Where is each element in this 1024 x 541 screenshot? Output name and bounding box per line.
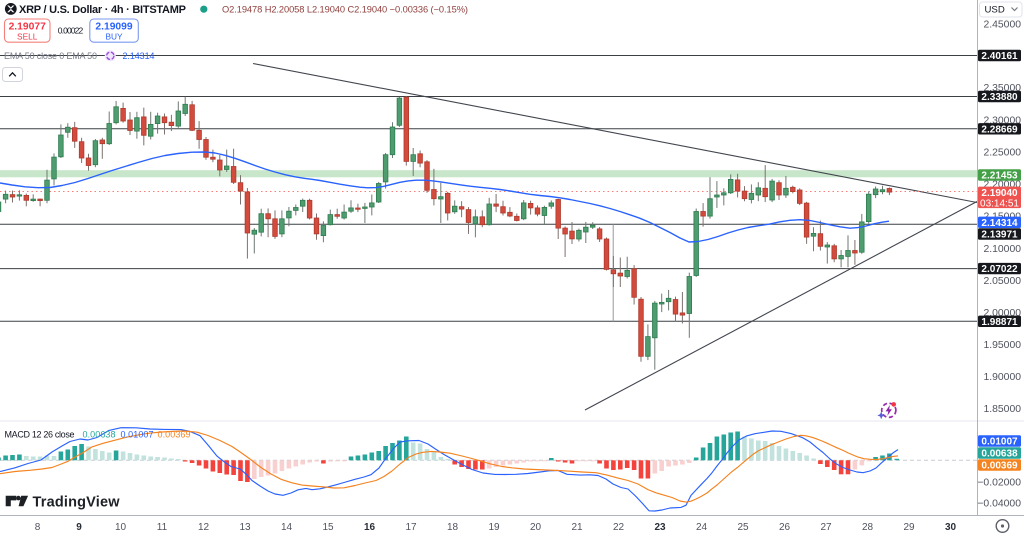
svg-text:11: 11 bbox=[157, 522, 168, 533]
svg-text:0.00638: 0.00638 bbox=[83, 430, 116, 440]
svg-text:2.30000: 2.30000 bbox=[983, 115, 1021, 126]
svg-text:1.95000: 1.95000 bbox=[983, 340, 1021, 351]
svg-text:MACD 12 26 close: MACD 12 26 close bbox=[5, 430, 75, 440]
svg-text:26: 26 bbox=[779, 522, 791, 533]
svg-text:23: 23 bbox=[654, 522, 666, 533]
svg-text:2.35000: 2.35000 bbox=[983, 83, 1021, 94]
svg-text:16: 16 bbox=[364, 522, 376, 533]
svg-text:O2.19478 H2.20058 L2.19040 C2.: O2.19478 H2.20058 L2.19040 C2.19040 −0.0… bbox=[222, 5, 468, 15]
svg-text:2.10000: 2.10000 bbox=[983, 244, 1021, 255]
svg-text:EMA 50 close 0 EMA 50: EMA 50 close 0 EMA 50 bbox=[4, 51, 97, 61]
svg-text:1.98871: 1.98871 bbox=[981, 317, 1018, 328]
svg-text:2.21453: 2.21453 bbox=[981, 171, 1018, 182]
svg-text:29: 29 bbox=[903, 522, 915, 533]
svg-text:8: 8 bbox=[35, 522, 41, 533]
svg-text:21: 21 bbox=[571, 522, 583, 533]
svg-text:2.19077: 2.19077 bbox=[9, 22, 46, 33]
svg-text:28: 28 bbox=[862, 522, 874, 533]
svg-text:25: 25 bbox=[737, 522, 749, 533]
svg-text:2.05000: 2.05000 bbox=[983, 276, 1021, 287]
svg-text:2.14314: 2.14314 bbox=[123, 51, 155, 61]
svg-text:27: 27 bbox=[820, 522, 832, 533]
svg-text:2.13971: 2.13971 bbox=[981, 230, 1018, 241]
svg-text:03:14:51: 03:14:51 bbox=[980, 198, 1019, 209]
svg-text:2.40161: 2.40161 bbox=[981, 51, 1018, 62]
svg-text:2.19099: 2.19099 bbox=[95, 22, 132, 33]
svg-text:0.00369: 0.00369 bbox=[981, 461, 1018, 472]
svg-text:15: 15 bbox=[322, 522, 334, 533]
svg-text:18: 18 bbox=[447, 522, 459, 533]
svg-text:0.01007: 0.01007 bbox=[121, 430, 154, 440]
svg-text:2.28669: 2.28669 bbox=[981, 124, 1018, 135]
svg-text:20: 20 bbox=[530, 522, 542, 533]
svg-text:−0.04000: −0.04000 bbox=[977, 499, 1021, 510]
svg-text:1.90000: 1.90000 bbox=[983, 372, 1021, 383]
svg-text:24: 24 bbox=[696, 522, 708, 533]
svg-text:2.14314: 2.14314 bbox=[981, 218, 1018, 229]
svg-text:10: 10 bbox=[115, 522, 127, 533]
svg-text:1.85000: 1.85000 bbox=[983, 404, 1021, 415]
svg-text:0.00369: 0.00369 bbox=[158, 430, 191, 440]
svg-text:BUY: BUY bbox=[105, 32, 123, 42]
svg-text:0.01007: 0.01007 bbox=[981, 437, 1018, 448]
svg-text:XRP / U.S. Dollar · 4h · BITST: XRP / U.S. Dollar · 4h · BITSTAMP bbox=[19, 4, 186, 16]
svg-text:14: 14 bbox=[281, 522, 293, 533]
svg-text:19: 19 bbox=[488, 522, 500, 533]
svg-text:SELL: SELL bbox=[17, 32, 38, 42]
svg-text:0.00638: 0.00638 bbox=[981, 449, 1018, 460]
svg-text:22: 22 bbox=[613, 522, 625, 533]
svg-text:9: 9 bbox=[76, 522, 82, 533]
svg-text:−0.02000: −0.02000 bbox=[977, 477, 1021, 488]
svg-text:2.00000: 2.00000 bbox=[983, 308, 1021, 319]
svg-text:USD: USD bbox=[985, 5, 1005, 16]
svg-text:12: 12 bbox=[198, 522, 210, 533]
svg-text:TradingView: TradingView bbox=[33, 495, 121, 511]
svg-text:2.45000: 2.45000 bbox=[983, 20, 1021, 31]
svg-text:30: 30 bbox=[945, 522, 957, 533]
svg-text:17: 17 bbox=[405, 522, 417, 533]
svg-text:2.07022: 2.07022 bbox=[981, 264, 1018, 275]
svg-text:2.20000: 2.20000 bbox=[983, 179, 1021, 190]
svg-text:2.19040: 2.19040 bbox=[981, 188, 1018, 199]
svg-text:2.33880: 2.33880 bbox=[981, 92, 1018, 103]
svg-text:0.00022: 0.00022 bbox=[58, 26, 84, 36]
svg-text:2.25000: 2.25000 bbox=[983, 147, 1021, 158]
svg-text:13: 13 bbox=[239, 522, 251, 533]
